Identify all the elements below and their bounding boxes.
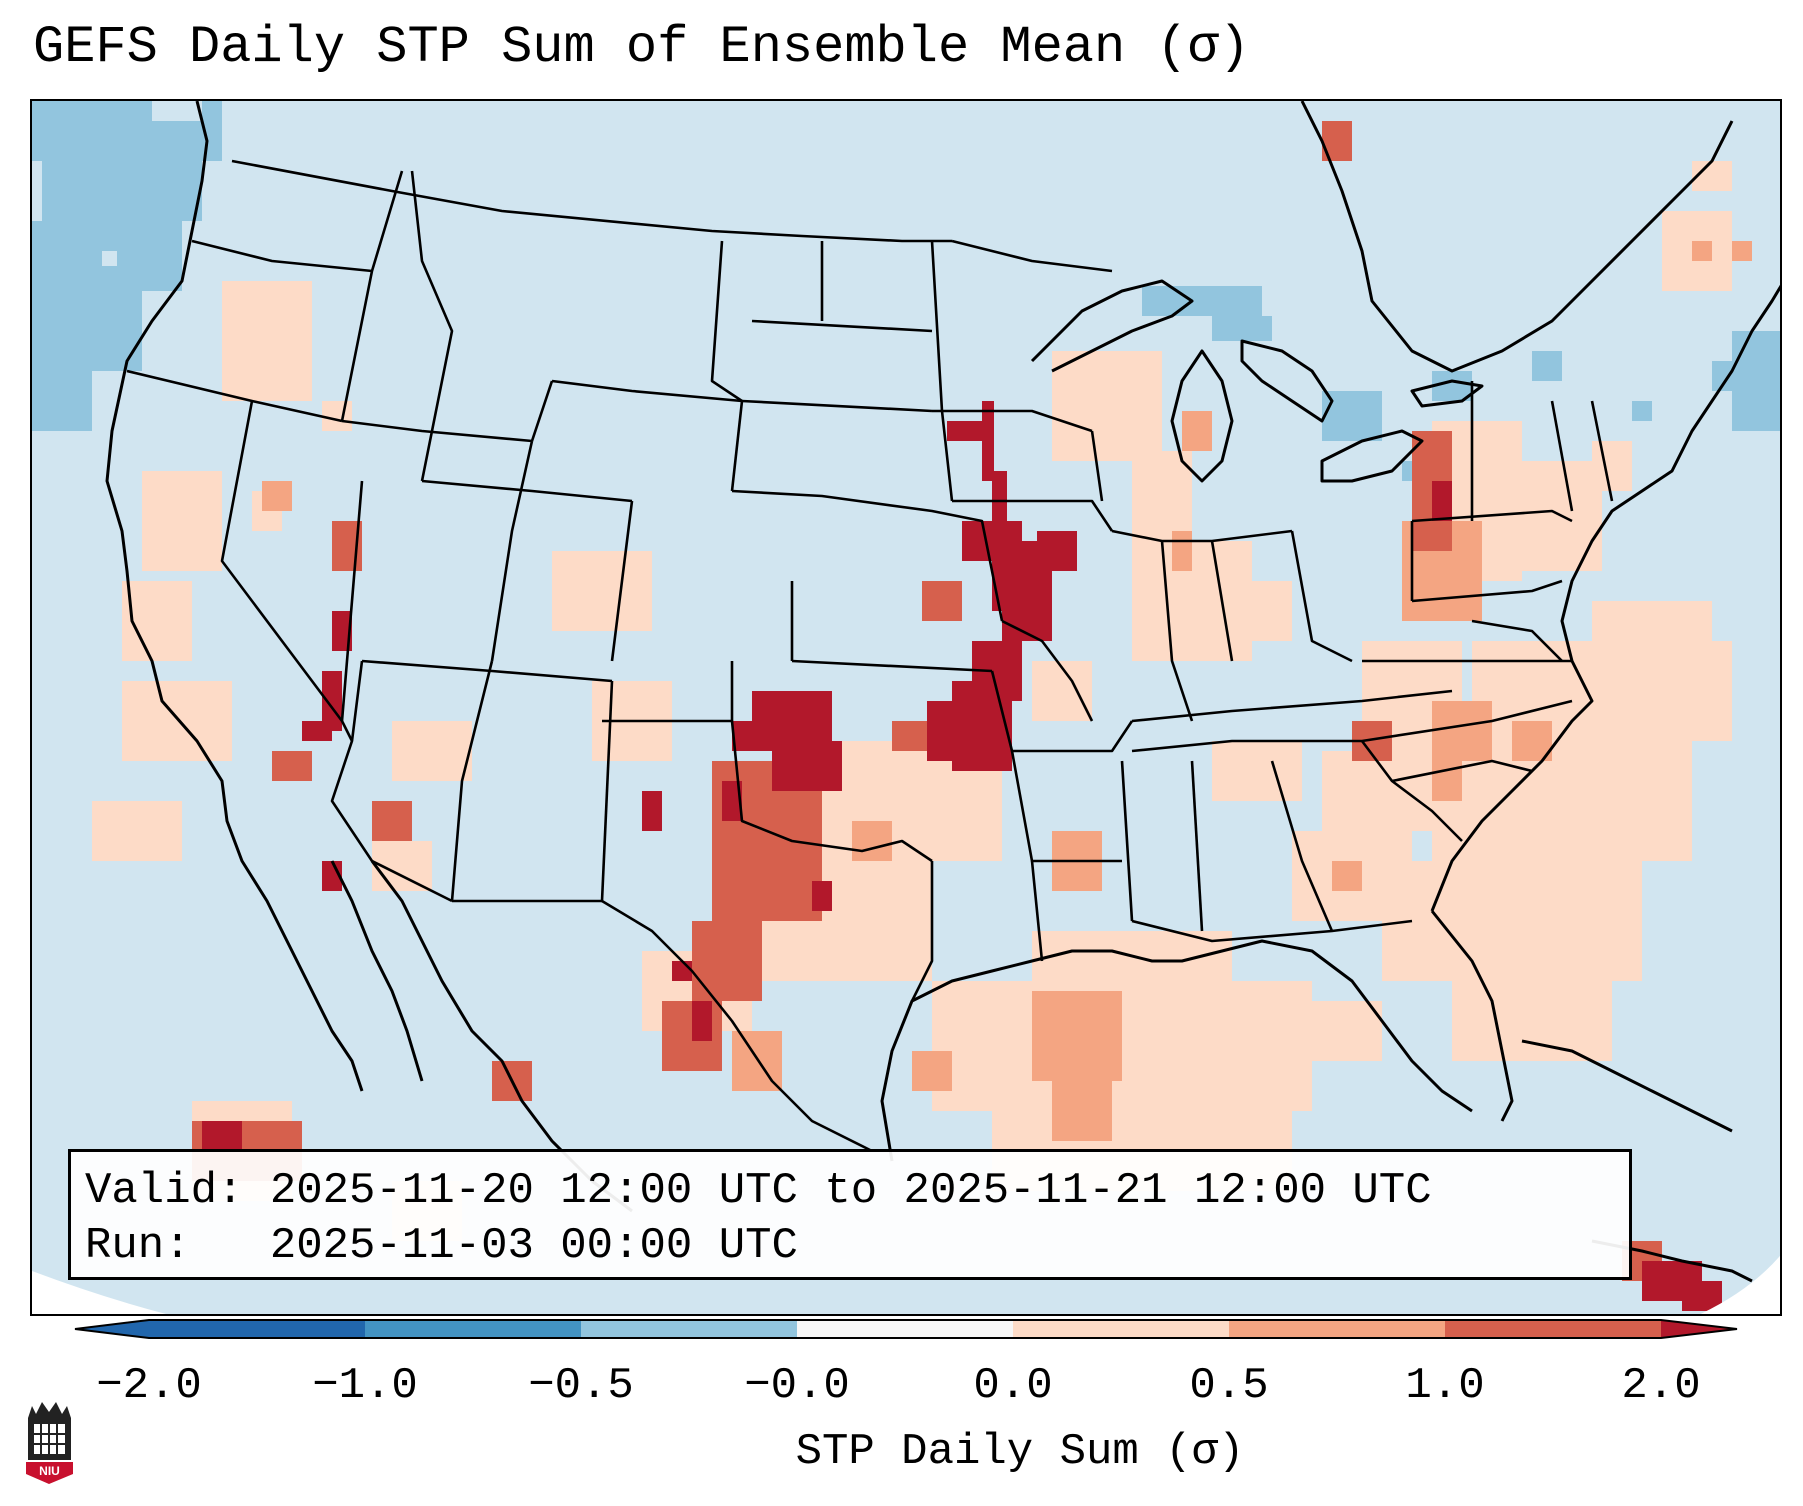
state-borders [126, 159, 1614, 1153]
colorbar-extend-low [75, 1320, 149, 1338]
run-time-text: Run: 2025-11-03 00:00 UTC [85, 1221, 798, 1271]
map-projection-edge [32, 1271, 167, 1314]
map-projection-edge-right [1700, 1255, 1780, 1314]
colorbar-tick-label: −0.0 [744, 1361, 850, 1411]
atlantic-negative-anomaly [1432, 331, 1780, 431]
colorbar-segment-3 [581, 1320, 797, 1338]
valid-time-text: Valid: 2025-11-20 12:00 UTC to 2025-11-2… [85, 1166, 1432, 1216]
map-panel [30, 99, 1782, 1316]
colorbar-tick-label: −1.0 [312, 1361, 418, 1411]
map-svg [32, 101, 1780, 1314]
colorbar-label: STP Daily Sum (σ) [795, 1427, 1245, 1477]
colorbar-tick-label: 1.0 [1405, 1361, 1485, 1411]
colorbar-segment-7 [1445, 1320, 1661, 1338]
colorbar-tick-label: −2.0 [96, 1361, 202, 1411]
colorbar-segment-5 [1013, 1320, 1229, 1338]
colorbar-segment-1 [149, 1320, 365, 1338]
colorbar-segment-2 [365, 1320, 581, 1338]
medium-positive-anomaly [262, 241, 1752, 1141]
extreme-positive-anomaly [202, 401, 1722, 1311]
map-title: GEFS Daily STP Sum of Ensemble Mean (σ) [33, 18, 1250, 77]
colorbar-outline [74, 1319, 1738, 1339]
colorbar-tick-label: 2.0 [1621, 1361, 1701, 1411]
colorbar-extend-high [1661, 1320, 1737, 1338]
logo-text: NIU [39, 1464, 60, 1478]
pacific-negative-anomaly [32, 101, 222, 431]
colorbar-tick-label: 0.5 [1189, 1361, 1269, 1411]
niu-logo: NIU [24, 1400, 75, 1484]
colorbar-segment-4 [797, 1320, 1013, 1338]
colorbar-tick-label: −0.5 [528, 1361, 634, 1411]
colorbar-segment-6 [1229, 1320, 1445, 1338]
colorbar-tick-label: 0.0 [973, 1361, 1053, 1411]
validity-info-box: Valid: 2025-11-20 12:00 UTC to 2025-11-2… [68, 1149, 1632, 1280]
